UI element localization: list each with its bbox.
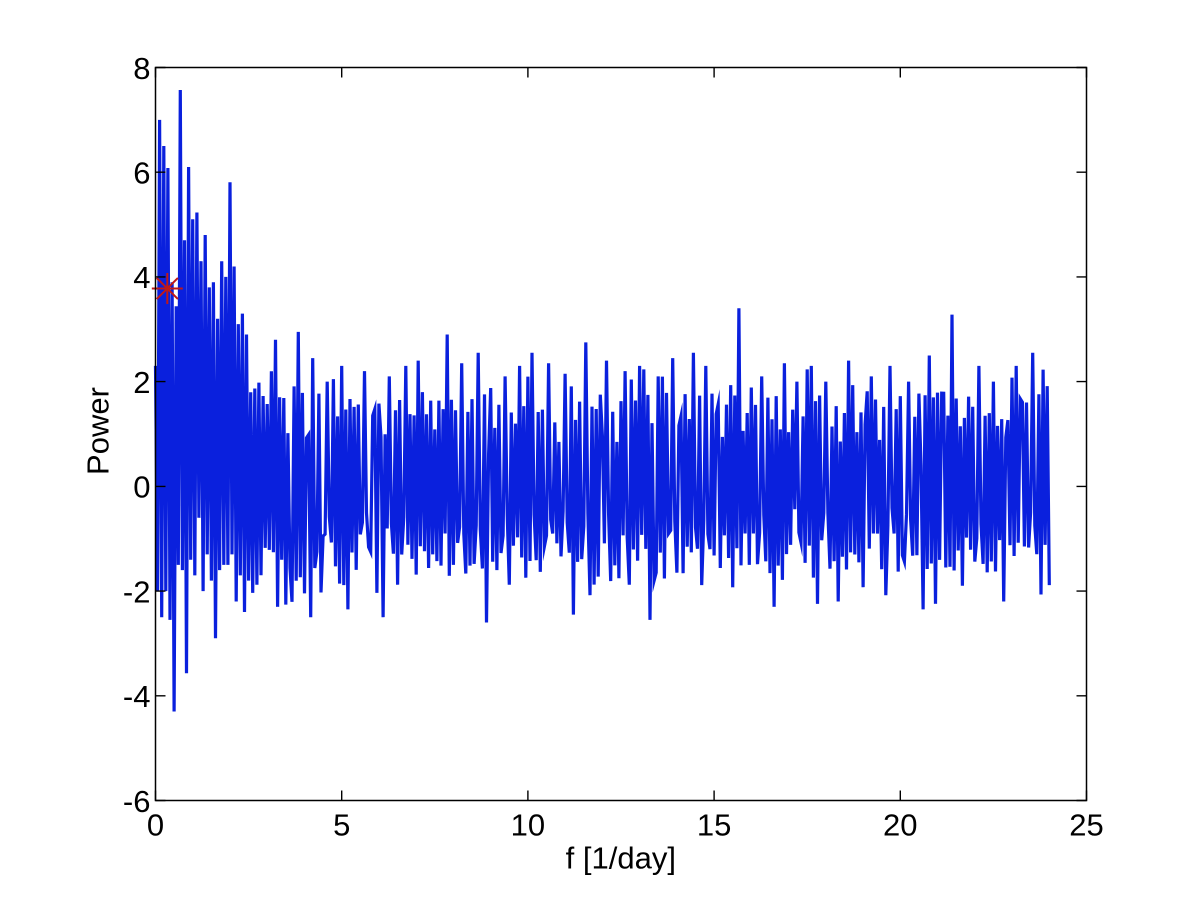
- svg-text:10: 10: [511, 808, 545, 843]
- svg-text:8: 8: [133, 51, 150, 86]
- svg-text:f [1/day]: f [1/day]: [566, 841, 676, 876]
- svg-text:0: 0: [147, 808, 164, 843]
- svg-text:-4: -4: [123, 679, 151, 714]
- svg-text:Power: Power: [81, 387, 116, 475]
- svg-text:6: 6: [133, 156, 150, 191]
- svg-text:4: 4: [133, 260, 150, 295]
- svg-text:25: 25: [1069, 808, 1103, 843]
- svg-text:20: 20: [883, 808, 917, 843]
- svg-text:5: 5: [333, 808, 350, 843]
- svg-text:-6: -6: [123, 784, 151, 819]
- svg-text:2: 2: [133, 365, 150, 400]
- svg-text:15: 15: [697, 808, 731, 843]
- svg-text:0: 0: [133, 470, 150, 505]
- svg-text:-2: -2: [123, 574, 151, 609]
